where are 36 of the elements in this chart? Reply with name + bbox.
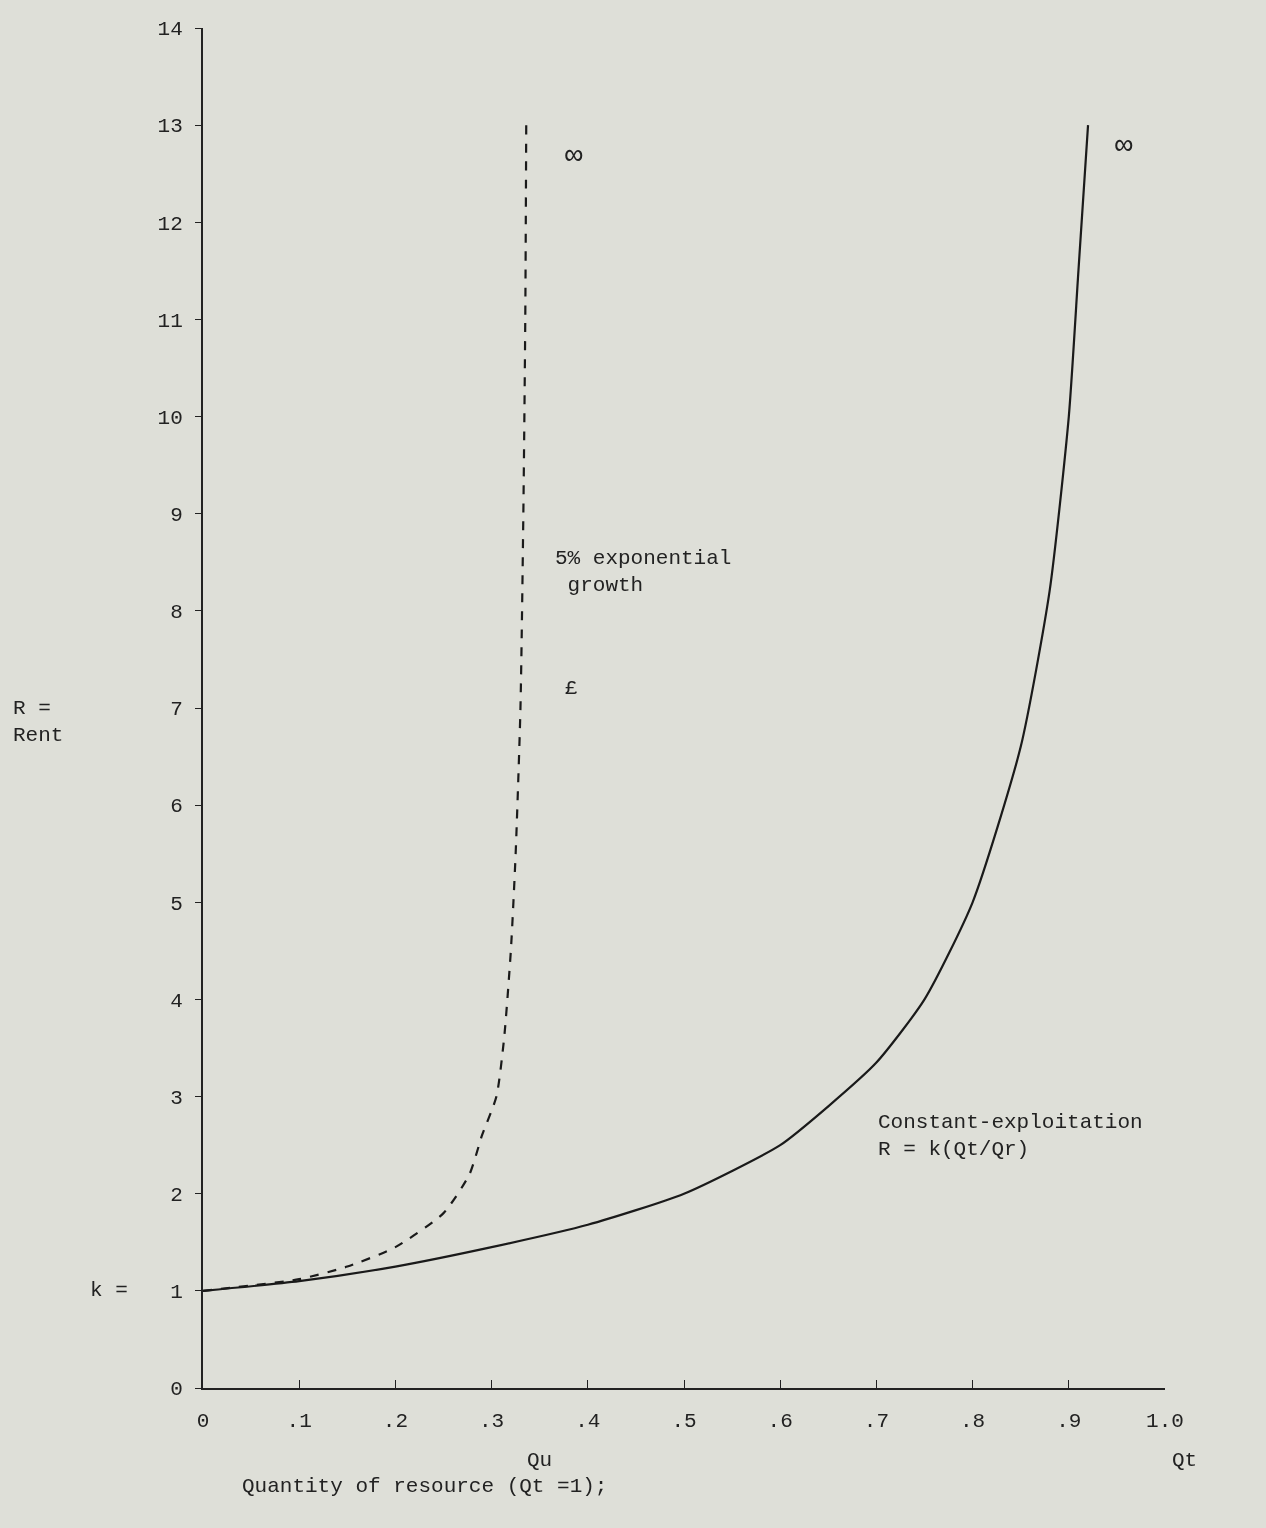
x-tick-label: .4: [575, 1410, 601, 1434]
y-tick-label: 1: [170, 1281, 183, 1305]
annotation: ∞: [565, 139, 584, 173]
y-tick-label: 14: [157, 18, 183, 42]
annotation: 5% exponential growth: [555, 547, 732, 598]
x-tick-label: 0: [196, 1410, 210, 1434]
y-tick-label: 6: [170, 795, 183, 819]
text: Qu: [527, 1449, 553, 1472]
x-tick-label: 1.0: [1146, 1410, 1184, 1434]
y-tick-label: 0: [170, 1378, 183, 1402]
y-tick-label: 13: [157, 115, 183, 139]
y-tick-label: 7: [170, 698, 183, 722]
text: k =: [90, 1279, 128, 1302]
y-tick-label: 4: [170, 989, 183, 1013]
y-tick-label: 10: [157, 406, 183, 430]
annotation: £: [565, 677, 578, 700]
y-tick-label: 12: [157, 212, 183, 236]
y-axis-title: R = Rent: [13, 697, 64, 748]
x-tick-label: .2: [382, 1410, 409, 1434]
x-tick-label: .6: [767, 1410, 793, 1434]
x-tick-label: .7: [863, 1410, 890, 1434]
x-tick-label: .1: [286, 1410, 312, 1434]
x-tick-label: .3: [478, 1410, 505, 1434]
y-tick-label: 3: [170, 1086, 183, 1110]
x-axis-title: Quantity of resource (Qt =1);: [242, 1475, 608, 1498]
x-tick-label: .5: [671, 1410, 697, 1434]
annotation: Constant-exploitation R = k(Qt/Qr): [878, 1111, 1143, 1162]
text: Qt: [1172, 1449, 1198, 1472]
y-tick-label: 5: [170, 892, 183, 916]
x-tick-label: .8: [959, 1410, 986, 1434]
y-tick-label: 11: [157, 309, 183, 333]
y-tick-label: 2: [170, 1184, 183, 1208]
y-tick-label: 8: [170, 601, 183, 625]
annotation: ∞: [1115, 129, 1134, 163]
y-tick-label: 9: [170, 504, 183, 528]
x-tick-label: .9: [1056, 1410, 1082, 1434]
